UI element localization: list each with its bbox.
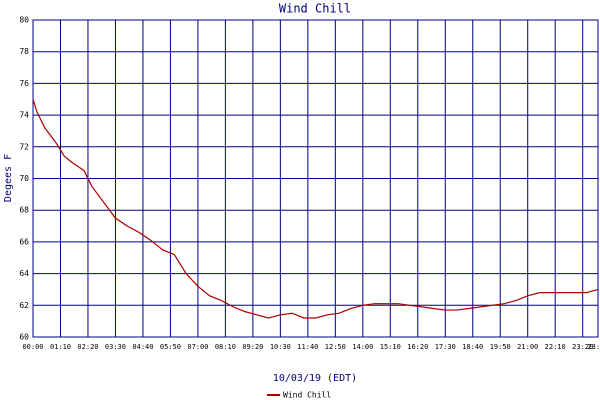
y-tick-label: 60 [19, 333, 29, 342]
x-tick-label: 00:00 [22, 343, 43, 351]
chart-title: Wind Chill [279, 2, 351, 16]
x-tick-label: 14:00 [352, 343, 373, 351]
x-tick-label: 19:50 [490, 343, 511, 351]
y-tick-label: 70 [19, 174, 29, 183]
y-tick-label: 64 [19, 269, 29, 278]
x-tick-label: 08:10 [215, 343, 236, 351]
x-tick-label: 03:30 [105, 343, 126, 351]
x-tick-label: 22:10 [545, 343, 566, 351]
x-tick-label: 17:30 [435, 343, 456, 351]
x-tick-label: 23:59 [587, 343, 600, 351]
y-tick-label: 80 [19, 16, 29, 25]
y-tick-label: 74 [19, 111, 29, 120]
legend-label: Wind Chill [283, 391, 331, 400]
y-tick-label: 68 [19, 206, 29, 215]
x-tick-label: 16:20 [407, 343, 428, 351]
y-tick-label: 78 [19, 47, 29, 56]
x-tick-label: 07:00 [187, 343, 208, 351]
data-line [32, 99, 599, 319]
x-tick-label: 10:30 [270, 343, 291, 351]
y-tick-label: 76 [19, 79, 29, 88]
y-tick-label: 72 [19, 142, 29, 151]
x-tick-label: 09:20 [242, 343, 263, 351]
x-tick-label: 11:40 [297, 343, 318, 351]
y-axis-label: Degees F [3, 154, 14, 202]
x-tick-label: 04:40 [132, 343, 153, 351]
y-tick-label: 62 [19, 301, 29, 310]
x-tick-label: 23:20 [572, 343, 593, 351]
y-tick-label: 66 [19, 237, 29, 246]
x-tick-label: 02:20 [77, 343, 98, 351]
x-tick-label: 21:00 [517, 343, 538, 351]
x-tick-label: 01:10 [50, 343, 71, 351]
x-tick-label: 15:10 [380, 343, 401, 351]
x-tick-label: 18:40 [462, 343, 483, 351]
x-tick-label: 12:50 [325, 343, 346, 351]
x-tick-label: 05:50 [160, 343, 181, 351]
x-axis-label: 10/03/19 (EDT) [273, 373, 357, 384]
